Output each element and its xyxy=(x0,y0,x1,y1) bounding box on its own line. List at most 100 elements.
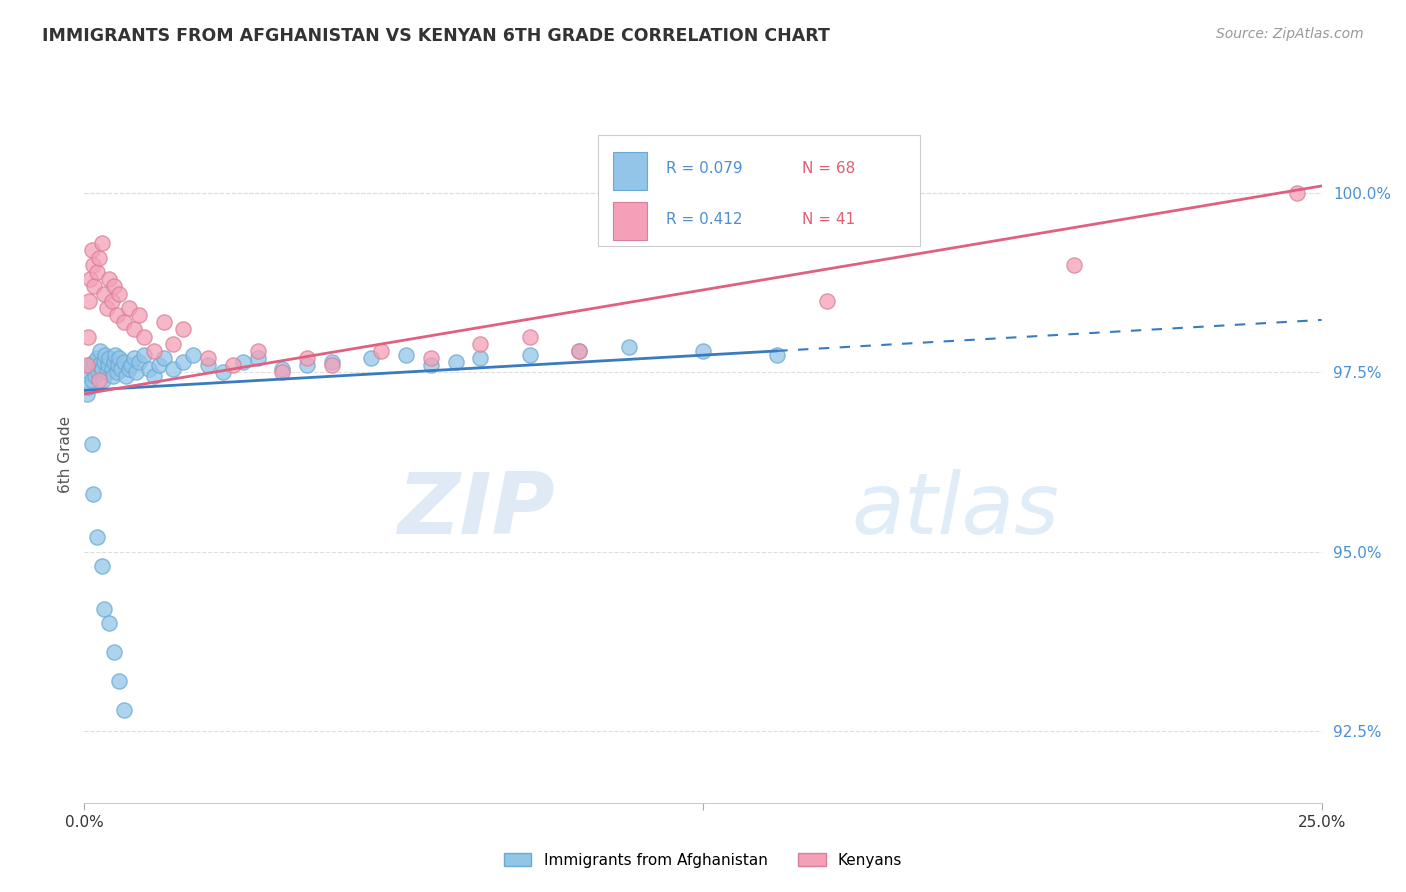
Point xyxy=(90,362,112,376)
Point xyxy=(77,380,100,394)
Text: atlas: atlas xyxy=(852,469,1060,552)
Point xyxy=(89,373,111,387)
Point xyxy=(271,362,294,376)
Point xyxy=(97,358,120,372)
Point xyxy=(100,293,122,308)
Text: N = 41: N = 41 xyxy=(801,211,855,227)
Point xyxy=(122,322,145,336)
Point xyxy=(370,343,392,358)
Point xyxy=(128,354,150,368)
Point xyxy=(103,354,125,368)
Point xyxy=(93,602,115,616)
Point xyxy=(101,369,124,384)
Point xyxy=(108,673,131,688)
Point xyxy=(138,362,160,376)
Point xyxy=(125,366,148,380)
Point xyxy=(152,315,174,329)
Point xyxy=(232,354,254,368)
Point xyxy=(79,293,101,308)
Point xyxy=(89,358,111,372)
Point xyxy=(197,351,219,365)
Point xyxy=(82,362,104,376)
Point xyxy=(82,487,104,501)
Point xyxy=(321,358,343,372)
Text: R = 0.079: R = 0.079 xyxy=(666,161,742,177)
Point xyxy=(295,351,318,365)
Point xyxy=(112,702,135,716)
Point xyxy=(107,358,129,372)
Point xyxy=(132,347,155,361)
Point xyxy=(80,244,103,258)
Text: ZIP: ZIP xyxy=(396,469,554,552)
Point xyxy=(172,354,194,368)
Point xyxy=(105,366,128,380)
Point xyxy=(118,362,141,376)
FancyBboxPatch shape xyxy=(598,135,920,246)
Point xyxy=(89,251,111,265)
Point xyxy=(82,258,104,272)
Point xyxy=(103,279,125,293)
Point xyxy=(172,322,194,336)
Point xyxy=(181,347,204,361)
Point xyxy=(148,358,170,372)
Point xyxy=(100,362,122,376)
Point xyxy=(79,272,101,286)
Point xyxy=(122,351,145,365)
FancyBboxPatch shape xyxy=(613,202,647,240)
Point xyxy=(112,354,135,368)
Point xyxy=(321,354,343,368)
Legend: Immigrants from Afghanistan, Kenyans: Immigrants from Afghanistan, Kenyans xyxy=(496,845,910,875)
Point xyxy=(98,272,121,286)
Point xyxy=(815,293,838,308)
Point xyxy=(246,351,269,365)
Point xyxy=(617,340,640,354)
Point xyxy=(83,354,105,368)
Point xyxy=(104,347,127,361)
Point xyxy=(120,358,142,372)
Point xyxy=(295,358,318,372)
Point xyxy=(86,530,108,544)
Point xyxy=(103,645,125,659)
Point xyxy=(90,236,112,251)
Point xyxy=(162,362,184,376)
Point xyxy=(128,308,150,322)
Point xyxy=(86,265,108,279)
Point xyxy=(360,351,382,365)
Point xyxy=(246,343,269,358)
Point xyxy=(91,373,114,387)
Point xyxy=(105,308,128,322)
Point xyxy=(86,351,108,365)
Text: Source: ZipAtlas.com: Source: ZipAtlas.com xyxy=(1216,27,1364,41)
Point xyxy=(90,559,112,574)
Point xyxy=(519,329,541,343)
Point xyxy=(93,354,115,368)
Point xyxy=(519,347,541,361)
Point xyxy=(470,351,492,365)
Point xyxy=(419,358,441,372)
Point xyxy=(568,343,591,358)
Point xyxy=(93,286,115,301)
Point xyxy=(98,616,121,631)
Point xyxy=(80,437,103,451)
Point xyxy=(79,366,101,380)
Point xyxy=(98,351,121,365)
Point xyxy=(79,358,101,372)
Point xyxy=(76,387,98,401)
Point xyxy=(76,358,98,372)
Point xyxy=(118,301,141,315)
Point xyxy=(115,369,138,384)
Point xyxy=(80,373,103,387)
Point xyxy=(142,343,165,358)
Point xyxy=(197,358,219,372)
Point xyxy=(162,336,184,351)
Text: R = 0.412: R = 0.412 xyxy=(666,211,742,227)
FancyBboxPatch shape xyxy=(613,153,647,190)
Point xyxy=(142,369,165,384)
Point xyxy=(110,362,132,376)
Y-axis label: 6th Grade: 6th Grade xyxy=(58,417,73,493)
Point xyxy=(108,286,131,301)
Point xyxy=(1063,258,1085,272)
Point xyxy=(152,351,174,365)
Point xyxy=(271,366,294,380)
Point xyxy=(212,366,235,380)
